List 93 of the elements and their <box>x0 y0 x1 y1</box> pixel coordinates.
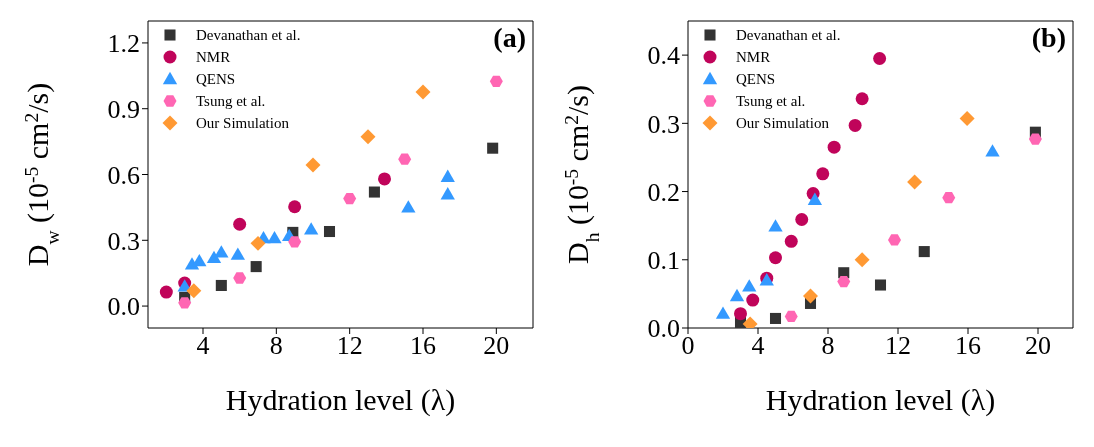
point <box>360 129 376 145</box>
point <box>192 253 207 267</box>
point <box>267 230 282 244</box>
y-tick-label: 0.0 <box>647 314 680 344</box>
legend-label: Our Simulation <box>196 114 289 132</box>
legend-label: QENS <box>736 70 776 88</box>
legend-label: NMR <box>736 48 771 66</box>
point <box>489 75 503 87</box>
point <box>184 257 200 270</box>
point <box>769 312 782 324</box>
point <box>305 157 321 173</box>
point <box>215 279 227 291</box>
x-tick-label: 16 <box>410 331 436 361</box>
point <box>874 279 887 291</box>
point <box>848 118 862 132</box>
point <box>230 247 245 260</box>
point <box>742 279 757 292</box>
point <box>715 306 731 319</box>
legend-label: Tsung et al. <box>196 92 266 110</box>
point <box>1028 133 1042 145</box>
point <box>907 174 923 190</box>
point <box>206 250 222 264</box>
point <box>959 111 975 127</box>
y-tick-label: 1.2 <box>107 29 140 59</box>
y-tick-label: 0.4 <box>647 41 680 71</box>
annotation: (b) <box>1031 22 1066 54</box>
point <box>803 288 818 304</box>
point <box>233 217 247 231</box>
point <box>368 186 380 198</box>
point <box>288 200 302 214</box>
point <box>807 192 823 205</box>
x-tick-label: 8 <box>269 331 283 361</box>
point <box>918 246 930 258</box>
point <box>398 153 412 165</box>
y-tick-label: 0.9 <box>107 94 140 124</box>
y-tick-label: 0.0 <box>107 292 140 322</box>
point <box>855 92 869 106</box>
legend-label: Our Simulation <box>736 114 829 132</box>
y-tick-label: 0.3 <box>647 109 680 139</box>
point <box>214 245 229 258</box>
point <box>378 172 391 186</box>
point <box>729 288 745 302</box>
x-tick-label: 4 <box>751 331 765 361</box>
point <box>942 192 956 204</box>
legend-label: Devanathan et al. <box>736 26 841 44</box>
point <box>769 251 782 265</box>
point <box>323 225 336 238</box>
point <box>178 297 192 309</box>
point <box>250 235 266 251</box>
point <box>888 234 901 246</box>
legend-label: Devanathan et al. <box>196 26 301 44</box>
legend-label: QENS <box>196 70 236 88</box>
point <box>186 283 202 299</box>
point <box>734 307 747 321</box>
point <box>250 261 262 273</box>
x-tick-label: 12 <box>336 331 363 361</box>
point <box>795 213 809 227</box>
x-tick-label: 20 <box>483 331 510 361</box>
point <box>827 140 841 154</box>
x-tick-label: 16 <box>955 331 981 361</box>
point <box>415 84 431 100</box>
point <box>816 167 830 181</box>
x-tick-label: 4 <box>196 331 210 361</box>
point <box>854 252 870 268</box>
point <box>746 293 760 307</box>
point <box>159 285 173 299</box>
x-tick-label: 12 <box>885 331 911 361</box>
legend-label: Tsung et al. <box>736 92 806 110</box>
point <box>487 142 499 154</box>
x-axis-title: Hydration level (λ) <box>765 383 996 417</box>
point <box>440 187 455 200</box>
point <box>440 169 455 182</box>
y-tick-label: 0.6 <box>107 160 140 190</box>
point <box>873 52 887 66</box>
y-tick-label: 0.1 <box>647 246 680 276</box>
point <box>985 144 1000 157</box>
x-tick-label: 20 <box>1025 331 1051 361</box>
point <box>233 272 247 284</box>
x-axis-title: Hydration level (λ) <box>225 383 456 417</box>
annotation: (a) <box>493 22 526 54</box>
point <box>343 192 357 205</box>
x-tick-label: 8 <box>821 331 835 361</box>
x-tick-label: 0 <box>681 331 695 361</box>
point <box>288 236 302 248</box>
point <box>401 200 416 213</box>
point <box>837 275 851 288</box>
y-tick-label: 0.3 <box>107 226 140 256</box>
point <box>304 222 319 235</box>
point <box>784 310 798 323</box>
legend-label: NMR <box>196 48 231 66</box>
y-tick-label: 0.2 <box>647 177 680 207</box>
point <box>768 219 783 232</box>
point <box>784 234 798 248</box>
